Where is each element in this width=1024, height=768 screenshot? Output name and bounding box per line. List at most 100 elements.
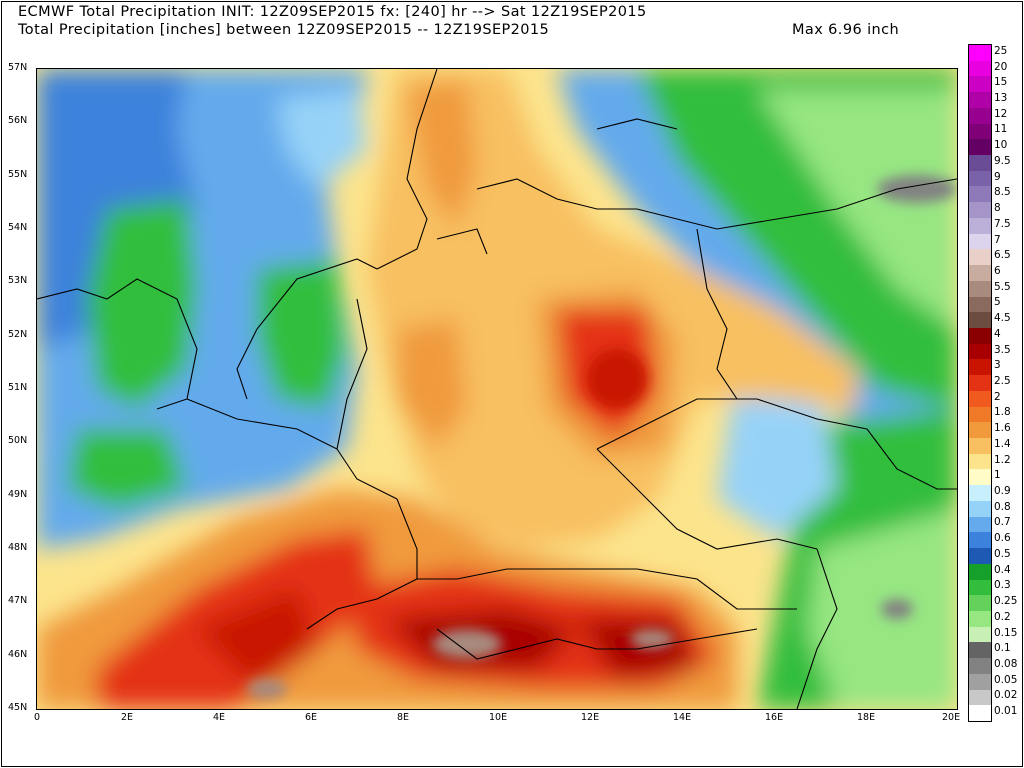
colorbar-swatch [969, 155, 991, 172]
colorbar-swatch [969, 312, 991, 329]
precipitation-field [37, 69, 957, 709]
chart-title: ECMWF Total Precipitation INIT: 12Z09SEP… [18, 4, 647, 20]
colorbar-level-label: 10 [994, 139, 1008, 152]
colorbar-level-label: 0.01 [994, 705, 1018, 718]
colorbar-level-label: 0.05 [994, 673, 1018, 686]
colorbar-level-label: 1.4 [994, 437, 1011, 450]
latitude-tick-label: 47N [8, 595, 28, 607]
colorbar-swatch [969, 186, 991, 203]
longitude-tick-label: 8E [397, 712, 410, 723]
colorbar-swatch [969, 249, 991, 266]
colorbar-level-label: 12 [994, 107, 1008, 120]
latitude-tick-label: 56N [8, 115, 28, 127]
colorbar-swatch [969, 107, 991, 125]
colorbar-level-label: 11 [994, 123, 1008, 136]
colorbar-level-label: 5.5 [994, 280, 1011, 293]
colorbar-level-label: 1 [994, 469, 1001, 482]
colorbar-swatch [969, 689, 991, 706]
latitude-tick-label: 55N [8, 168, 28, 180]
colorbar-level-label: 7 [994, 233, 1001, 246]
colorbar-level-label: 15 [994, 76, 1008, 89]
colorbar-swatch [969, 327, 991, 345]
colorbar-level-label: 0.08 [994, 657, 1018, 670]
colorbar-swatch [969, 642, 991, 659]
colorbar-swatch [969, 532, 991, 549]
colorbar-swatch [969, 233, 991, 250]
colorbar-swatch [969, 139, 991, 156]
colorbar-swatch [969, 45, 991, 62]
latitude-tick-label: 51N [8, 382, 28, 393]
colorbar-swatch [969, 375, 991, 392]
latitude-tick-label: 57N [8, 62, 28, 73]
colorbar-swatch [969, 548, 991, 565]
colorbar-level-label: 0.4 [994, 563, 1011, 576]
colorbar-swatch [969, 76, 991, 93]
colorbar-swatch [969, 610, 991, 628]
colorbar-level-label: 1.8 [994, 406, 1011, 419]
colorbar-swatch [969, 359, 991, 376]
colorbar-level-label: 1.6 [994, 422, 1011, 435]
colorbar-swatch [969, 422, 991, 439]
colorbar-swatch [969, 343, 991, 360]
chart-subtitle: Total Precipitation [inches] between 12Z… [18, 22, 550, 38]
colorbar-level-label: 1.2 [994, 453, 1011, 466]
colorbar-level-label: 3 [994, 359, 1001, 372]
colorbar-swatch [969, 673, 991, 691]
colorbar-level-label: 6.5 [994, 249, 1011, 262]
colorbar-level-label: 13 [994, 92, 1008, 105]
colorbar-level-label: 0.9 [994, 485, 1011, 498]
latitude-tick-label: 52N [8, 328, 28, 340]
colorbar-level-label: 0.5 [994, 547, 1011, 560]
longitude-tick-label: 6E [305, 712, 318, 723]
longitude-tick-label: 4E [213, 712, 226, 723]
colorbar-swatch [969, 485, 991, 502]
colorbar-level-label: 8 [994, 202, 1001, 215]
colorbar-swatch [969, 705, 991, 722]
longitude-tick-label: 10E [489, 712, 508, 723]
colorbar-swatch [969, 390, 991, 408]
colorbar-swatch [969, 123, 991, 140]
colorbar-swatch [969, 92, 991, 109]
colorbar-swatch [969, 202, 991, 219]
latitude-tick-label: 54N [8, 222, 28, 233]
colorbar-swatch [969, 595, 991, 612]
longitude-tick-label: 2E [121, 712, 134, 723]
colorbar-swatch [969, 500, 991, 518]
colorbar-level-label: 2.5 [994, 375, 1011, 387]
colorbar-level-label: 20 [994, 60, 1008, 73]
colorbar-swatch [969, 626, 991, 643]
latitude-tick-label: 48N [8, 542, 28, 553]
colorbar-level-label: 9 [994, 170, 1001, 183]
longitude-tick-label: 14E [673, 712, 692, 723]
colorbar-swatch [969, 453, 991, 470]
colorbar-level-label: 0.1 [994, 642, 1011, 655]
colorbar-level-label: 0.02 [994, 689, 1018, 702]
latitude-tick-label: 53N [8, 275, 28, 287]
colorbar-level-label: 8.5 [994, 186, 1011, 199]
colorbar-level-label: 0.6 [994, 532, 1011, 545]
colorbar-swatch [969, 406, 991, 423]
colorbar-swatch [969, 579, 991, 596]
colorbar-swatch [969, 563, 991, 580]
colorbar-level-label: 9.5 [994, 154, 1011, 167]
colorbar-level-label: 0.7 [994, 516, 1011, 529]
colorbar-swatch [969, 469, 991, 486]
colorbar-swatch [969, 516, 991, 533]
longitude-tick-label: 16E [765, 712, 784, 723]
colorbar-level-label: 7.5 [994, 217, 1011, 230]
colorbar-level-label: 4.5 [994, 312, 1011, 325]
colorbar-level-label: 4 [994, 327, 1001, 340]
latitude-tick-label: 46N [8, 648, 28, 660]
colorbar [968, 44, 992, 722]
longitude-tick-label: 0 [34, 712, 41, 723]
colorbar-swatch [969, 60, 991, 77]
colorbar-swatch [969, 658, 991, 675]
latitude-tick-label: 50N [8, 435, 28, 447]
max-value-label: Max 6.96 inch [792, 22, 900, 38]
latitude-tick-label: 45N [8, 702, 28, 713]
latitude-tick-label: 49N [8, 488, 28, 500]
longitude-tick-label: 18E [857, 712, 876, 723]
colorbar-level-label: 25 [994, 44, 1008, 57]
longitude-tick-label: 12E [581, 712, 600, 723]
colorbar-level-label: 0.8 [994, 500, 1011, 513]
